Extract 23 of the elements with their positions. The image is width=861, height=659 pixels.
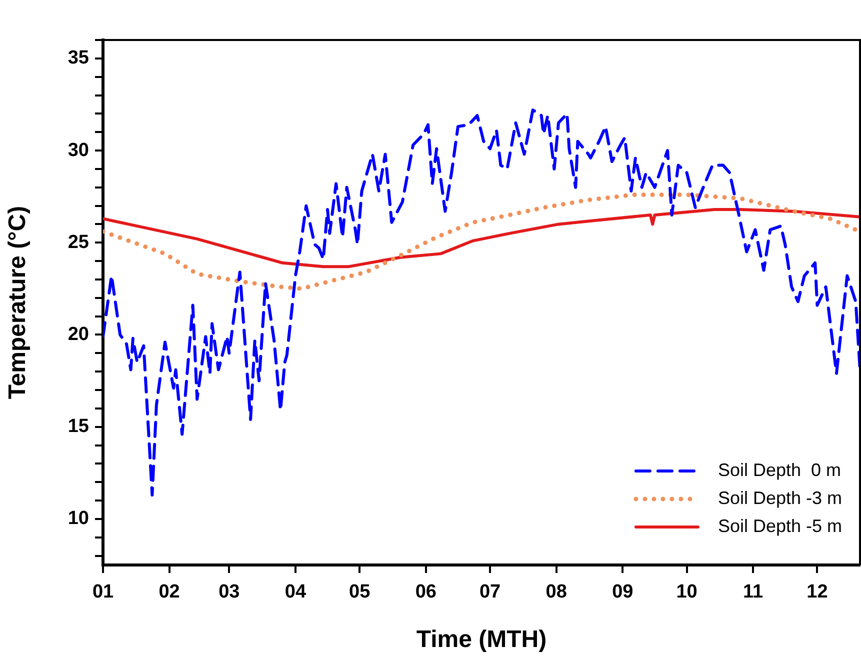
y-axis-title: Temperature (°C) [4,206,32,400]
legend-label: Soil Depth -3 m [718,488,842,508]
x-tick-label: 01 [92,582,114,603]
legend-label: Soil Depth -5 m [718,516,842,536]
x-tick-label: 08 [546,582,567,603]
x-tick-label: 11 [743,582,764,603]
x-tick-label: 04 [284,582,306,603]
legend-label: Soil Depth 0 m [718,460,842,480]
x-tick-label: 03 [218,582,240,603]
x-axis-title: Time (MTH) [416,626,547,654]
x-tick-label: 12 [806,582,828,603]
x-tick-label: 02 [158,582,180,603]
y-tick-label: 35 [68,48,90,69]
y-tick-label: 15 [68,416,90,438]
x-tick-label: 09 [612,582,634,603]
x-tick-label: 05 [349,582,371,603]
y-tick-label: 30 [68,140,89,161]
y-tick-label: 10 [68,508,89,530]
x-tick-label: 10 [676,582,698,603]
x-tick-label: 06 [415,582,436,603]
y-tick-label: 25 [68,232,90,253]
x-tick-label: 07 [479,582,501,603]
y-tick-label: 20 [68,324,89,345]
